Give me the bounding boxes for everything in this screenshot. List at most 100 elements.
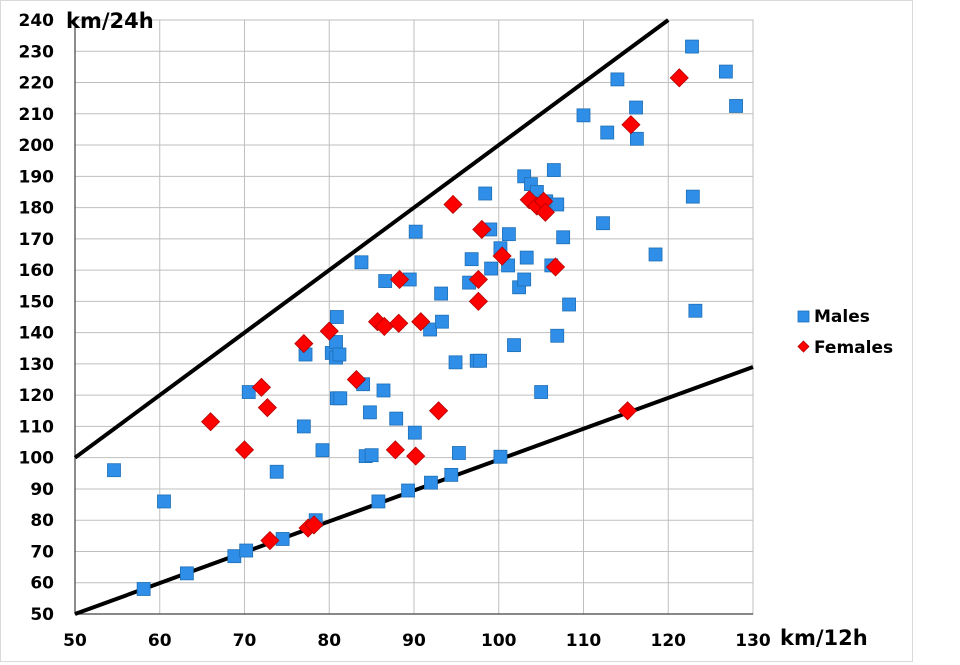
female-point	[257, 398, 277, 418]
female-point	[443, 194, 463, 215]
male-point	[434, 286, 449, 301]
legend-females-marker	[797, 340, 810, 353]
male-point	[478, 186, 493, 201]
male-point	[517, 272, 532, 287]
male-point	[401, 483, 415, 498]
female-point	[535, 202, 555, 222]
male-point	[534, 385, 549, 399]
male-point	[315, 443, 330, 458]
male-point	[407, 425, 422, 440]
male-point	[688, 303, 703, 318]
male-point	[596, 216, 610, 231]
y-tick-label: 90	[30, 480, 54, 500]
female-point	[346, 369, 366, 390]
x-tick-label: 80	[317, 631, 341, 651]
male-point	[464, 252, 479, 267]
male-point	[648, 247, 663, 262]
legend: Males Females	[797, 307, 893, 358]
male-point	[519, 250, 534, 265]
y-tick-label: 200	[19, 136, 55, 156]
y-tick-label: 230	[19, 42, 55, 62]
y-tick-label: 170	[19, 230, 55, 250]
male-point	[629, 100, 643, 115]
y-axis-title: km/24h	[66, 9, 154, 33]
female-point	[406, 446, 426, 466]
female-point	[468, 269, 488, 290]
male-point	[332, 347, 347, 362]
male-point	[408, 224, 423, 239]
y-tick-label: 70	[30, 542, 54, 562]
female-point	[411, 312, 431, 332]
y-tick-label: 160	[19, 261, 55, 281]
male-point	[452, 446, 466, 460]
reference-line-upper	[73, 18, 670, 460]
female-point	[492, 246, 512, 266]
x-tick-label: 120	[651, 631, 687, 651]
male-point	[363, 405, 377, 420]
y-tick-label: 50	[30, 605, 54, 625]
female-point	[319, 321, 339, 341]
male-point	[227, 549, 242, 564]
male-point	[157, 494, 171, 509]
male-point	[562, 297, 576, 312]
male-point	[729, 99, 743, 113]
male-point	[685, 39, 699, 54]
female-point	[389, 313, 409, 333]
y-tick-label: 240	[19, 11, 55, 31]
male-point	[576, 108, 591, 123]
male-point	[473, 353, 488, 368]
legend-females-label: Females	[814, 338, 893, 358]
female-point	[621, 115, 641, 135]
female-point	[545, 257, 566, 277]
male-point	[507, 338, 521, 353]
female-point	[669, 68, 689, 88]
female-point	[294, 334, 314, 354]
male-point	[546, 163, 561, 177]
male-point	[600, 125, 615, 140]
male-point	[629, 131, 644, 146]
male-point	[376, 383, 391, 398]
x-tick-label: 130	[735, 631, 771, 651]
male-point	[484, 261, 499, 276]
y-tick-label: 80	[30, 511, 54, 531]
female-point	[390, 269, 410, 290]
male-point	[241, 385, 256, 399]
male-point	[275, 532, 290, 546]
male-point	[550, 328, 565, 343]
grid	[74, 19, 754, 615]
male-point	[107, 463, 121, 478]
data-marks	[107, 39, 743, 596]
male-point	[444, 467, 459, 482]
female-point	[385, 440, 405, 460]
y-tick-label: 100	[19, 449, 55, 469]
female-point	[304, 515, 324, 535]
female-point	[260, 530, 280, 551]
male-point	[296, 419, 311, 434]
male-point	[493, 449, 508, 464]
tick-labels: 50 60 70 80 90 100 110 120 130 50 60 70 80 90 100 110 12…	[19, 11, 771, 651]
female-point	[472, 219, 492, 240]
y-tick-label: 130	[19, 355, 55, 375]
y-tick-label: 120	[19, 386, 55, 406]
male-point	[435, 314, 449, 329]
male-point	[556, 230, 571, 245]
male-point	[239, 543, 254, 558]
male-point	[354, 255, 369, 270]
legend-males-marker	[797, 310, 810, 323]
y-tick-label: 190	[19, 167, 55, 187]
male-point	[378, 274, 393, 288]
male-point	[448, 355, 463, 370]
male-point	[269, 464, 284, 479]
y-tick-label: 210	[19, 105, 55, 125]
y-tick-label: 110	[19, 417, 55, 437]
male-point	[502, 227, 516, 242]
x-tick-label: 110	[566, 631, 602, 651]
x-tick-label: 100	[481, 631, 517, 651]
y-tick-label: 220	[19, 74, 55, 94]
male-point	[179, 566, 194, 581]
male-point	[333, 391, 348, 406]
x-tick-label: 50	[63, 631, 87, 651]
female-point	[468, 291, 488, 311]
y-tick-label: 180	[19, 199, 55, 219]
